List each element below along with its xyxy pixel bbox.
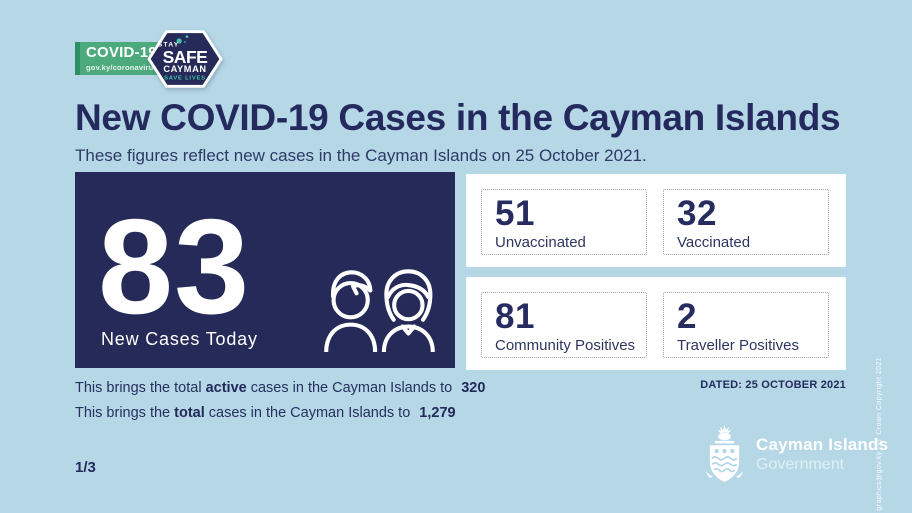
page-indicator: 1/3 — [75, 459, 96, 476]
summary1-pre: This brings the total — [75, 380, 206, 396]
virus-dot-icon — [184, 41, 186, 43]
hex-stay-text: STAY — [158, 41, 180, 48]
new-cases-label: New Cases Today — [101, 329, 258, 349]
summary1-bold-word: active — [205, 380, 247, 396]
virus-dot-icon — [185, 35, 189, 38]
traveller-positives-value: 2 — [677, 297, 697, 336]
page-subtitle: These figures reflect new cases in the C… — [75, 146, 647, 165]
covid-badge-url: gov.ky/coronavirus — [86, 62, 158, 72]
summary2-pre: This brings the — [75, 405, 175, 421]
stats-row-vaccination-status: 51 Unvaccinated 32 Vaccinated — [466, 174, 846, 267]
cayman-islands-government-logo: Cayman Islands Government — [703, 425, 888, 484]
stat-card-community-positives: 81 Community Positives — [481, 292, 647, 358]
page-title: New COVID-19 Cases in the Cayman Islands — [75, 97, 841, 138]
hex-cayman-text: CAYMAN — [163, 64, 206, 74]
people-icon — [324, 269, 435, 352]
covid-badge-label: COVID-19 — [86, 44, 157, 62]
vaccinated-value: 32 — [677, 194, 717, 233]
gov-logo-subname: Government — [756, 456, 845, 473]
stats-row-positive-types: 81 Community Positives 2 Traveller Posit… — [466, 277, 846, 370]
new-cases-today-card: 83 New Cases Today — [75, 172, 455, 368]
summary2-post: cases in the Cayman Islands to — [204, 405, 411, 421]
unvaccinated-value: 51 — [495, 194, 535, 233]
badge-accent-strip — [75, 42, 80, 75]
dated-label: DATED: 25 OCTOBER 2021 — [700, 379, 846, 391]
summary2-bold-word: total — [174, 405, 205, 421]
summary1-post: cases in the Cayman Islands to — [246, 380, 453, 396]
gov-logo-text: Cayman Islands Government — [756, 435, 888, 474]
active-cases-total-value: 320 — [461, 380, 486, 396]
stay-safe-cayman-hexagon-badge: STAY SAFE CAYMAN SAVE LIVES — [147, 30, 223, 88]
summary-text: This brings the total active cases in th… — [75, 376, 485, 426]
traveller-positives-label: Traveller Positives — [677, 336, 799, 354]
hex-save-lives-text: SAVE LIVES — [164, 75, 206, 81]
copyright-credit: graphics@gov.ky | © Crown Copyright 2021 — [876, 357, 883, 511]
stat-card-vaccinated: 32 Vaccinated — [663, 189, 829, 255]
coat-of-arms-icon — [705, 425, 744, 482]
community-positives-value: 81 — [495, 297, 535, 336]
vaccinated-label: Vaccinated — [677, 233, 751, 251]
gov-logo-name: Cayman Islands — [756, 435, 889, 454]
stat-card-unvaccinated: 51 Unvaccinated — [481, 189, 647, 255]
virus-dot-icon — [176, 38, 182, 44]
summary-line-total-cases: This brings the total cases in the Cayma… — [75, 401, 485, 426]
covid-brand-badges: COVID-19 gov.ky/coronavirus STAY SAFE CA… — [75, 28, 225, 92]
new-cases-value: 83 — [98, 191, 251, 342]
hex-safe-text: SAFE — [163, 47, 208, 67]
covid-badge-text: COVID-19 gov.ky/coronavirus — [75, 45, 158, 72]
total-cases-value: 1,279 — [419, 405, 456, 421]
summary-line-active-cases: This brings the total active cases in th… — [75, 376, 485, 401]
stat-card-traveller-positives: 2 Traveller Positives — [663, 292, 829, 358]
unvaccinated-label: Unvaccinated — [495, 233, 586, 251]
community-positives-label: Community Positives — [495, 336, 636, 354]
